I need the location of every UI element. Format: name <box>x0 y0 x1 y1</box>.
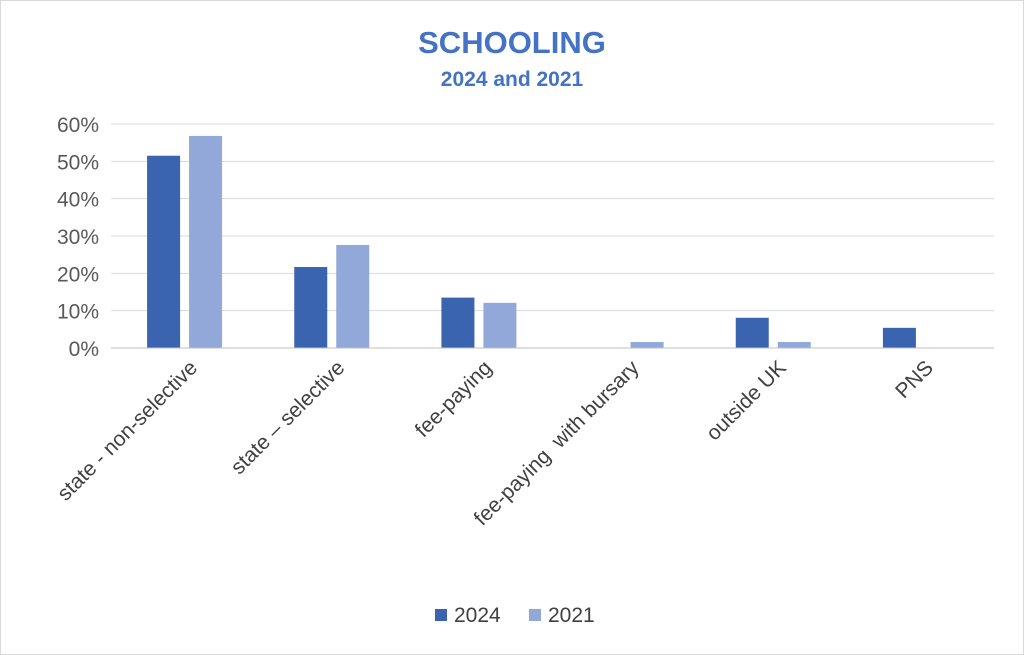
x-tick-label: state – selective <box>227 356 350 479</box>
x-tick-label: PNS <box>891 356 938 403</box>
legend-label: 2021 <box>548 604 595 627</box>
bar-2024-6 <box>882 327 916 348</box>
y-tick-label: 20% <box>57 263 99 286</box>
bar-2024-5 <box>735 317 769 348</box>
y-axis-ticks: 0% 10% 20% 30% 40% 50% 60% <box>57 114 99 361</box>
legend-label: 2024 <box>454 604 501 627</box>
x-tick-label: state - non-selective <box>53 356 202 505</box>
chart-title: SCHOOLING <box>418 25 606 60</box>
category-labels: state - non-selective state – selective fe… <box>53 356 938 530</box>
x-tick-label: fee-paying with bursary <box>470 356 644 530</box>
bar-2021-1 <box>189 135 223 348</box>
y-tick-label: 40% <box>57 189 99 212</box>
x-tick-label: fee-paying <box>411 356 497 442</box>
bar-2021-2 <box>336 244 370 348</box>
bars <box>147 135 916 348</box>
y-tick-label: 10% <box>57 301 99 324</box>
bar-2024-2 <box>294 266 328 348</box>
y-tick-label: 50% <box>57 151 99 174</box>
bar-2021-4 <box>630 342 664 348</box>
legend-swatch <box>529 609 541 621</box>
gridlines <box>111 123 994 312</box>
legend-swatch <box>435 609 447 621</box>
bar-2024-1 <box>147 155 181 348</box>
bar-2021-3 <box>483 302 517 348</box>
bar-2024-3 <box>441 297 475 348</box>
y-tick-label: 60% <box>57 114 99 137</box>
legend: 2024 2021 <box>435 604 595 627</box>
bar-2021-5 <box>777 342 811 348</box>
y-tick-label: 30% <box>57 226 99 249</box>
x-tick-label: outside UK <box>702 356 791 445</box>
y-tick-label: 0% <box>69 338 99 361</box>
chart-subtitle: 2024 and 2021 <box>441 68 584 91</box>
